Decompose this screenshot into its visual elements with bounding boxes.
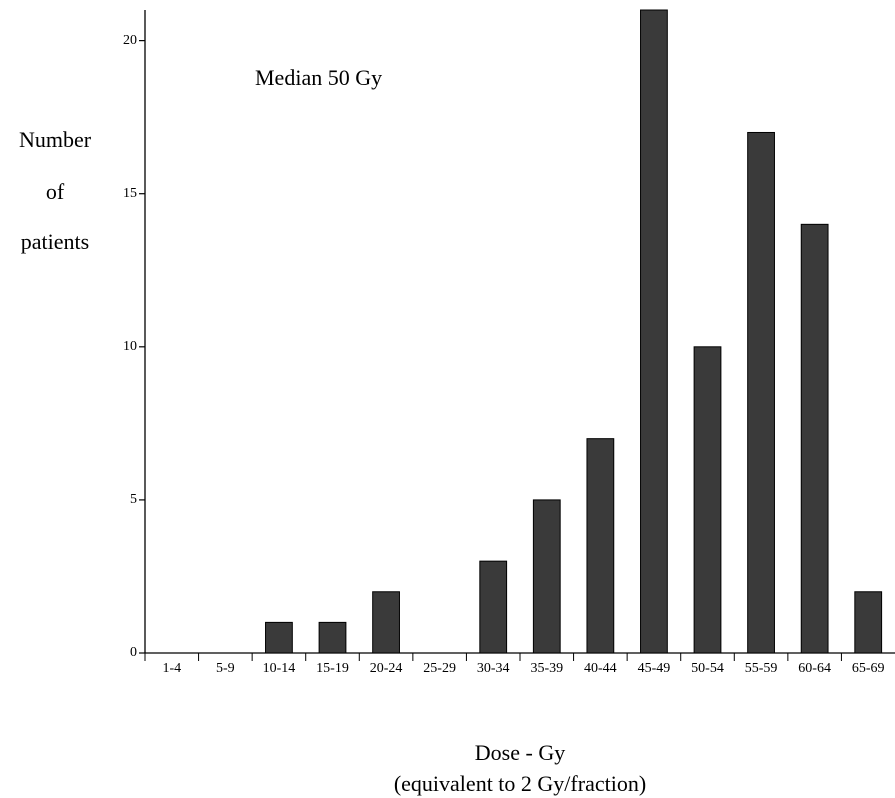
y-tick-label: 15 [123,186,137,201]
bar [318,621,347,654]
x-tick-label: 15-19 [316,661,349,676]
x-tick-label: 35-39 [530,661,563,676]
bar [265,621,293,654]
x-tick-label: 55-59 [745,661,778,676]
y-axis-label: patients [21,229,89,254]
x-tick-label: 40-44 [584,661,617,676]
y-tick-label: 5 [130,492,137,507]
bar [854,591,883,654]
bar [800,223,829,654]
x-tick-label: 5-9 [216,661,235,676]
x-tick-label: 20-24 [370,661,403,676]
bar [693,346,722,654]
y-axis-label: Number [19,127,92,152]
bar [532,499,561,654]
x-tick-label: 30-34 [477,661,510,676]
annotation: Median 50 Gy [255,65,382,90]
x-tick-label: 65-69 [852,661,885,676]
x-axis-sublabel: (equivalent to 2 Gy/fraction) [394,771,646,796]
bar [586,438,615,654]
x-tick-label: 1-4 [162,661,181,676]
bar [747,131,775,654]
x-tick-label: 50-54 [691,661,724,676]
y-tick-label: 10 [123,339,137,354]
bar [372,591,400,654]
x-tick-label: 45-49 [638,661,671,676]
x-tick-label: 60-64 [798,661,831,676]
x-tick-label: 10-14 [263,661,296,676]
y-tick-label: 20 [123,33,137,48]
y-tick-label: 0 [130,645,137,660]
bar [640,9,668,654]
x-tick-label: 25-29 [423,661,456,676]
x-axis-label: Dose - Gy [475,740,565,765]
bar [479,560,508,654]
y-axis-label: of [46,179,65,204]
